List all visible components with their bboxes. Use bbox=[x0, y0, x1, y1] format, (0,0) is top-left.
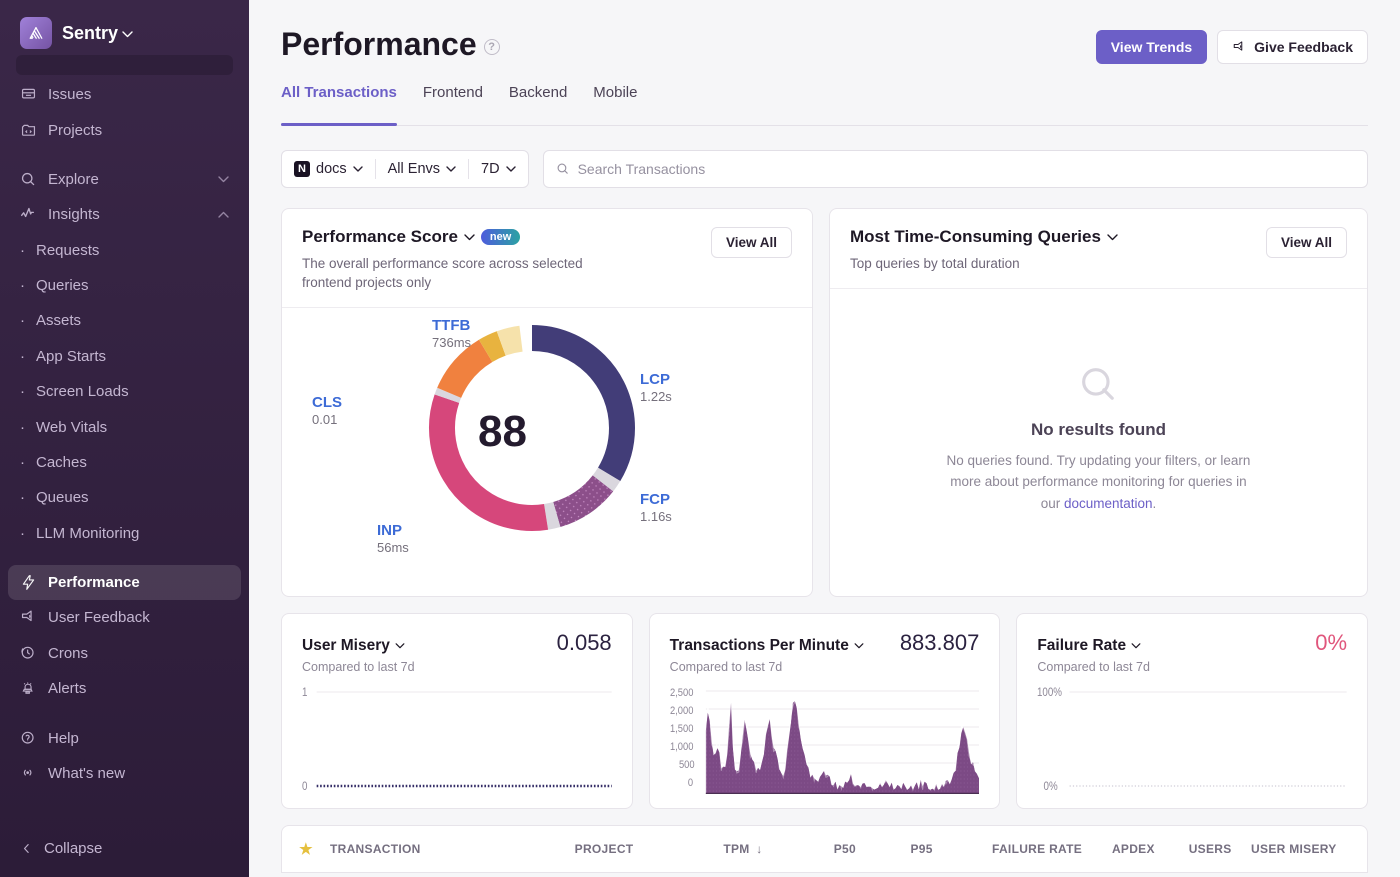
svg-text:500: 500 bbox=[679, 759, 695, 771]
svg-text:1: 1 bbox=[302, 686, 307, 699]
svg-text:2,500: 2,500 bbox=[670, 687, 694, 699]
svg-text:0%: 0% bbox=[1044, 780, 1058, 793]
svg-text:0: 0 bbox=[302, 780, 307, 793]
svg-text:0: 0 bbox=[688, 777, 693, 789]
svg-text:1,500: 1,500 bbox=[670, 723, 694, 735]
svg-text:1,000: 1,000 bbox=[670, 741, 694, 753]
svg-text:100%: 100% bbox=[1037, 686, 1062, 699]
svg-text:2,000: 2,000 bbox=[670, 705, 694, 717]
